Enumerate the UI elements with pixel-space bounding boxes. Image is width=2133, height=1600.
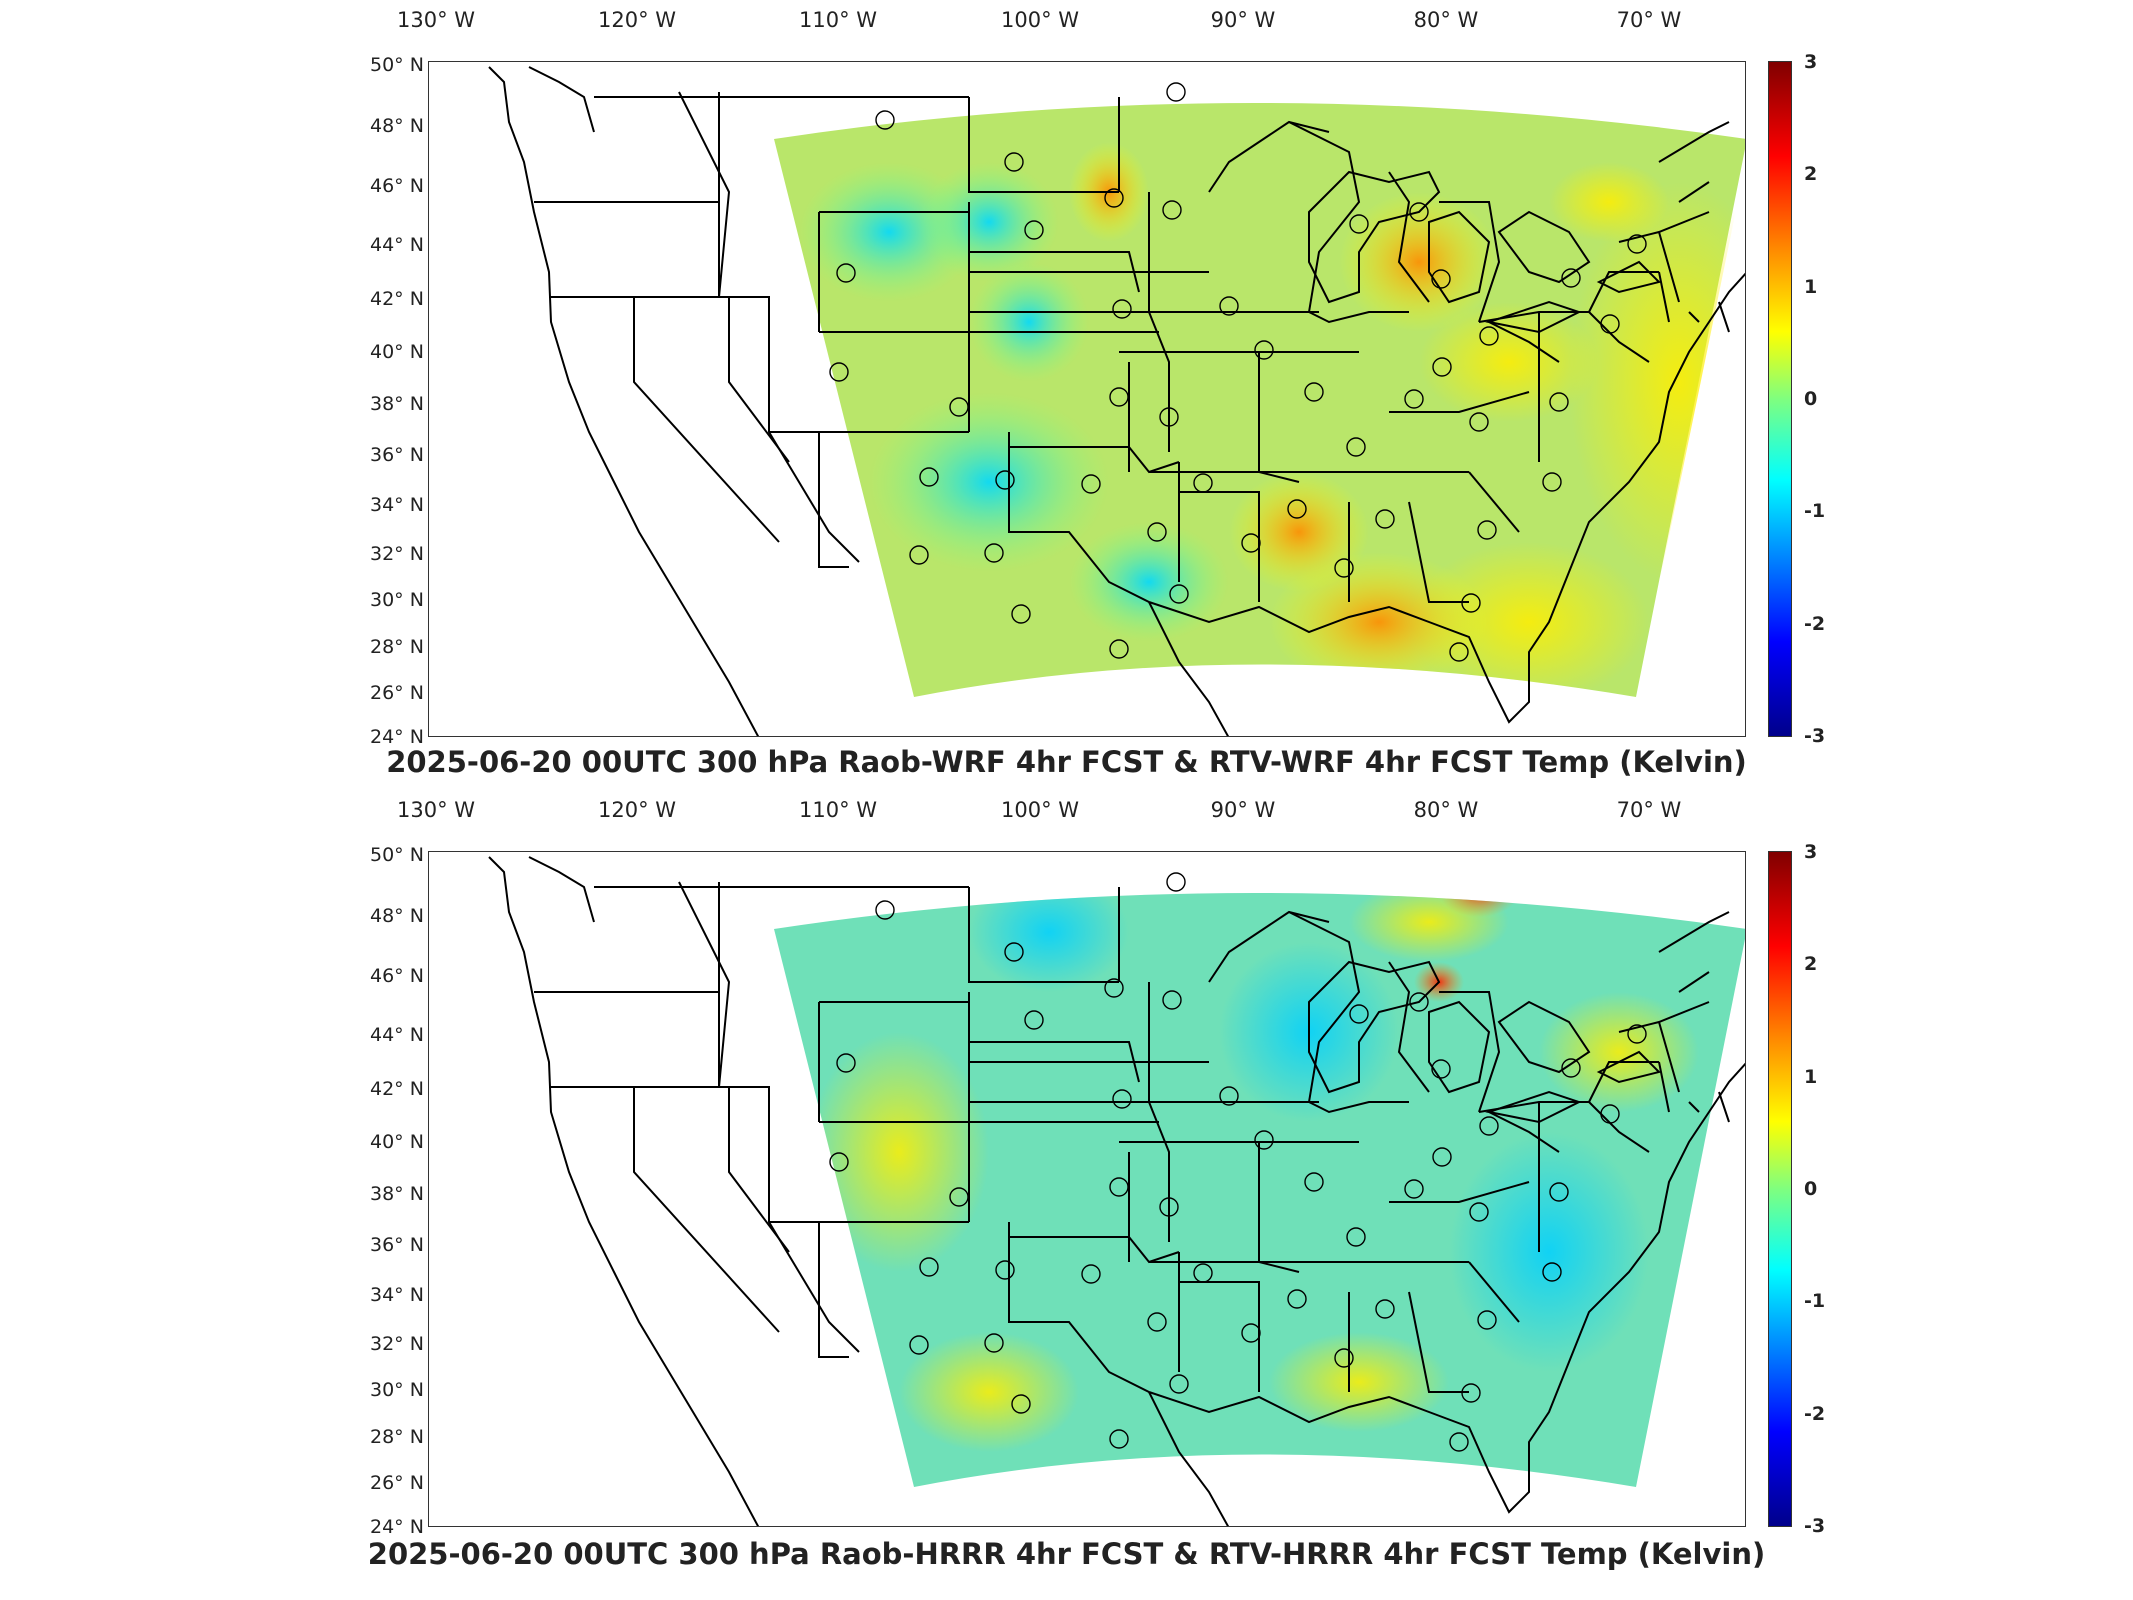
colorbar-tick: 0 [1804, 1178, 1818, 1200]
lat-label: 32° N [370, 543, 424, 565]
lat-label: 28° N [370, 636, 424, 658]
lat-label: 24° N [370, 726, 424, 748]
map-panel-hrrr: 130° W 120° W 110° W 100° W 90° W 80° W … [0, 790, 2133, 1590]
lon-label: 70° W [1616, 8, 1682, 32]
colorbar-tick: 0 [1804, 388, 1818, 410]
lat-label: 38° N [370, 393, 424, 415]
map-svg [488, 66, 1745, 736]
lon-label: 100° W [1000, 798, 1080, 822]
lat-label: 36° N [370, 444, 424, 466]
colorbar-tick: 3 [1804, 841, 1818, 863]
lon-label: 90° W [1210, 798, 1276, 822]
lon-label: 70° W [1616, 798, 1682, 822]
colorbar-tick: -1 [1804, 500, 1826, 522]
lat-label: 50° N [370, 844, 424, 866]
map-title: 2025-06-20 00UTC 300 hPa Raob-HRRR 4hr F… [367, 1537, 1766, 1571]
lon-label: 130° W [396, 8, 476, 32]
colorbar-tick: 1 [1804, 1066, 1818, 1088]
lat-label: 46° N [370, 175, 424, 197]
lon-label: 110° W [798, 798, 878, 822]
map-svg [488, 856, 1745, 1526]
colorbar-tick: -3 [1804, 725, 1826, 747]
lat-label: 40° N [370, 341, 424, 363]
lat-label: 32° N [370, 1333, 424, 1355]
station-markers [829, 872, 1647, 1452]
colorbar-tick: 2 [1804, 163, 1818, 185]
lon-label: 130° W [396, 798, 476, 822]
lat-label: 28° N [370, 1426, 424, 1448]
colorbar [1768, 851, 1792, 1527]
colorbar-tick: 2 [1804, 953, 1818, 975]
lat-label: 48° N [370, 115, 424, 137]
colorbar-tick: 1 [1804, 276, 1818, 298]
lon-label: 100° W [1000, 8, 1080, 32]
lat-label: 42° N [370, 288, 424, 310]
colorbar-tick: -3 [1804, 1515, 1826, 1537]
lat-label: 26° N [370, 682, 424, 704]
lon-label: 80° W [1413, 798, 1479, 822]
colorbar-tick: -1 [1804, 1290, 1826, 1312]
lon-label: 120° W [597, 798, 677, 822]
colorbar [1768, 61, 1792, 737]
lat-label: 30° N [370, 1379, 424, 1401]
lat-label: 26° N [370, 1472, 424, 1494]
lat-label: 36° N [370, 1234, 424, 1256]
lon-label: 80° W [1413, 8, 1479, 32]
lat-label: 38° N [370, 1183, 424, 1205]
station-markers [829, 82, 1647, 662]
lat-label: 48° N [370, 905, 424, 927]
colorbar-tick: 3 [1804, 51, 1818, 73]
lat-label: 44° N [370, 234, 424, 256]
state-boundaries [488, 856, 1745, 1526]
map-title: 2025-06-20 00UTC 300 hPa Raob-WRF 4hr FC… [386, 745, 1747, 779]
lat-label: 42° N [370, 1078, 424, 1100]
colorbar-tick: -2 [1804, 613, 1826, 635]
lat-label: 34° N [370, 1284, 424, 1306]
lat-label: 44° N [370, 1024, 424, 1046]
lon-label: 90° W [1210, 8, 1276, 32]
lat-label: 34° N [370, 494, 424, 516]
map-area [428, 851, 1746, 1527]
lat-label: 50° N [370, 54, 424, 76]
state-boundaries [488, 66, 1745, 736]
lat-label: 30° N [370, 589, 424, 611]
colorbar-tick: -2 [1804, 1403, 1826, 1425]
lat-label: 46° N [370, 965, 424, 987]
lon-label: 120° W [597, 8, 677, 32]
lat-label: 40° N [370, 1131, 424, 1153]
map-panel-wrf: 130° W 120° W 110° W 100° W 90° W 80° W … [370, 8, 1826, 779]
map-area [428, 61, 1746, 737]
lon-label: 110° W [798, 8, 878, 32]
lat-label: 24° N [370, 1516, 424, 1538]
